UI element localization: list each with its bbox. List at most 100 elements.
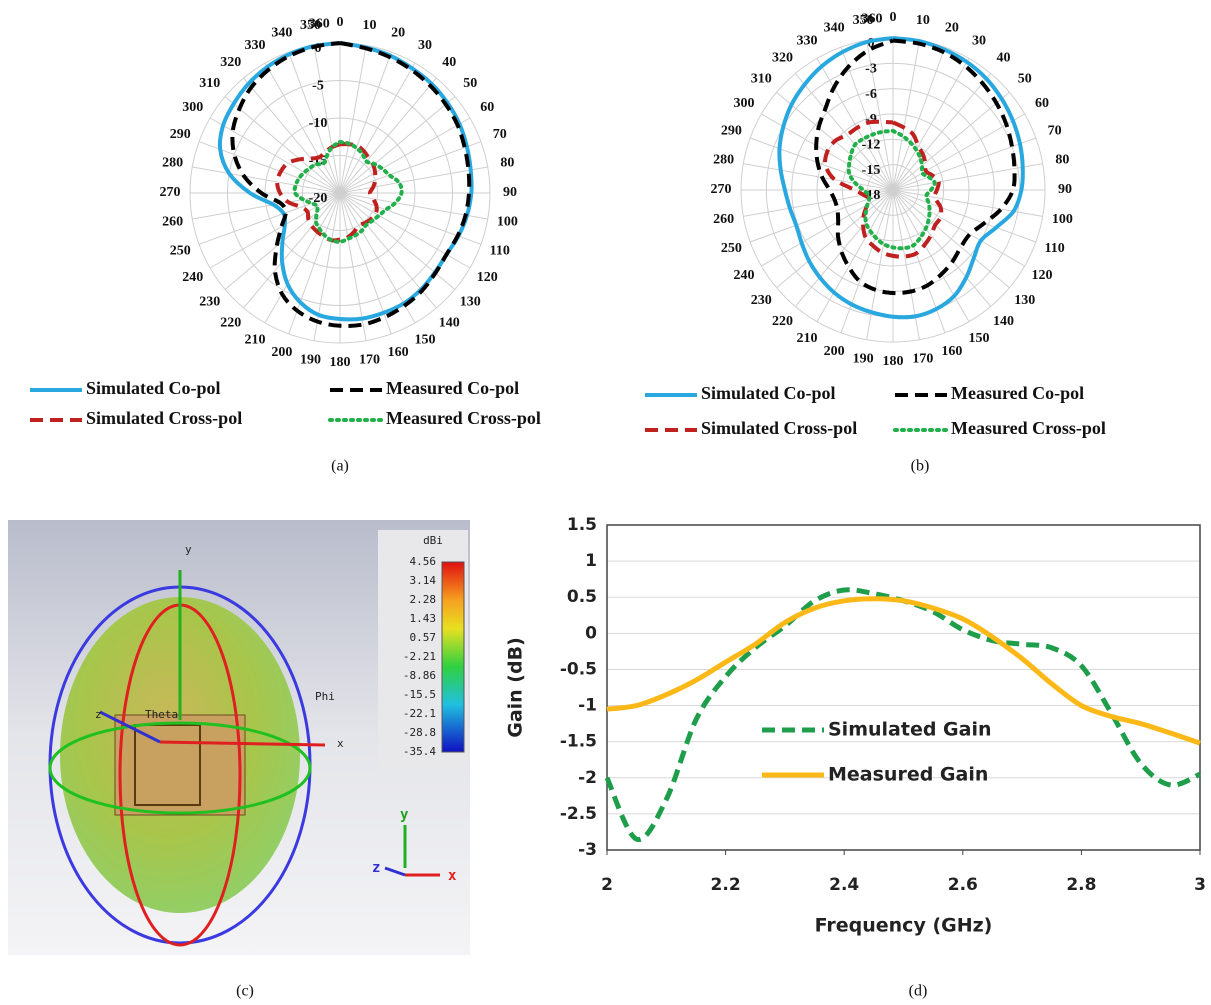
angle-label: 260 (162, 215, 183, 230)
angle-label: 170 (359, 353, 380, 368)
y-tick-label: -1 (578, 696, 597, 716)
angle-label: 60 (480, 100, 494, 115)
legend-label: Measured Co-pol (386, 378, 519, 398)
caption: (a) (331, 458, 349, 475)
panel-c: y x z Theta Phi dBi 4.563.142.281.430.57… (8, 520, 470, 1000)
angle-label: 250 (721, 241, 742, 256)
angle-label: 200 (824, 344, 845, 359)
angle-label: 70 (1048, 123, 1062, 138)
y-tick-label: -2 (578, 768, 597, 788)
axis-label: y (185, 543, 192, 556)
colorbar-label: -8.86 (403, 669, 436, 682)
angle-label: 140 (993, 314, 1014, 329)
angle-label: 0 (890, 10, 897, 25)
colorbar-label: -2.21 (403, 650, 436, 663)
y-tick-label: 0.5 (567, 587, 597, 607)
angle-label: 120 (1031, 268, 1052, 283)
r-tick-label: -3 (865, 62, 877, 77)
y-tick-label: 1 (585, 551, 597, 571)
angle-label: 40 (442, 55, 456, 70)
angle-label: 310 (199, 76, 220, 91)
y-tick-label: 0 (585, 623, 597, 643)
caption: (d) (909, 983, 928, 1000)
angle-label: 0 (337, 15, 344, 30)
angle-label: 150 (969, 331, 990, 346)
triad-label: x (448, 868, 457, 884)
angle-label: 100 (1052, 212, 1073, 227)
x-tick-label: 2 (601, 875, 613, 895)
angle-label: 210 (245, 332, 266, 347)
r-tick-label: -10 (309, 116, 328, 131)
angle-label: 300 (734, 96, 755, 111)
angle-label: 210 (797, 331, 818, 346)
legend-label: Simulated Cross-pol (701, 418, 857, 438)
angle-label: 230 (199, 294, 220, 309)
angle-label: 50 (463, 76, 477, 91)
angle-label: 150 (415, 332, 436, 347)
angle-label: 200 (271, 345, 292, 360)
y-tick-label: 1.5 (567, 515, 597, 535)
colorbar-label: 2.28 (410, 593, 437, 606)
legend-label: Measured Co-pol (951, 383, 1084, 403)
colorbar (442, 562, 464, 752)
angle-label: 360 (309, 16, 330, 31)
angle-label: 10 (916, 13, 930, 28)
angle-label: 160 (941, 344, 962, 359)
x-tick-label: 2.6 (948, 875, 978, 895)
colorbar-label: -15.5 (403, 688, 436, 701)
angle-label: 330 (797, 33, 818, 48)
angle-label: 320 (220, 55, 241, 70)
angle-label: 170 (912, 352, 933, 367)
angle-label: 240 (734, 268, 755, 283)
x-tick-label: 3 (1194, 875, 1206, 895)
angle-label: 310 (751, 72, 772, 87)
angle-label: 270 (160, 185, 181, 200)
angle-label: 130 (460, 294, 481, 309)
legend-label: Measured Gain (828, 764, 988, 786)
plot-frame (607, 525, 1200, 850)
angle-label: 90 (1058, 182, 1072, 197)
y-tick-label: -0.5 (560, 659, 597, 679)
theta-label: Theta (145, 708, 178, 721)
y-tick-label: -1.5 (560, 732, 597, 752)
legend-label: Simulated Cross-pol (86, 408, 242, 428)
angle-label: 100 (497, 215, 518, 230)
r-tick-label: -12 (862, 138, 881, 153)
angle-label: 80 (500, 156, 514, 171)
y-tick-label: -3 (578, 840, 597, 860)
angle-label: 160 (388, 345, 409, 360)
caption: (b) (911, 458, 930, 475)
angle-label: 330 (245, 38, 266, 53)
angle-label: 250 (170, 243, 191, 258)
angle-label: 90 (503, 185, 517, 200)
angle-label: 360 (862, 12, 883, 27)
colorbar-label: -22.1 (403, 707, 436, 720)
angle-label: 270 (711, 182, 732, 197)
colorbar-label: -28.8 (403, 726, 436, 739)
legend-label: Simulated Co-pol (86, 378, 221, 398)
phi-label: Phi (315, 690, 335, 703)
angle-label: 340 (824, 21, 845, 36)
x-tick-label: 2.2 (711, 875, 741, 895)
y-axis-label: Gain (dB) (505, 637, 527, 738)
triad-label: y (400, 807, 409, 823)
colorbar-label: 3.14 (410, 574, 437, 587)
angle-label: 260 (713, 212, 734, 227)
r-tick-label: -15 (862, 163, 881, 178)
angle-label: 190 (853, 352, 874, 367)
angle-label: 320 (772, 50, 793, 65)
x-tick-label: 2.4 (829, 875, 859, 895)
r-tick-label: -9 (865, 112, 877, 127)
angle-label: 300 (182, 100, 203, 115)
angle-label: 20 (945, 21, 959, 36)
axis-label: x (337, 737, 344, 750)
angle-label: 280 (713, 152, 734, 167)
x-axis-label: Frequency (GHz) (815, 915, 993, 937)
angle-label: 80 (1055, 152, 1069, 167)
angle-label: 220 (220, 315, 241, 330)
legend-label: Simulated Gain (828, 719, 992, 741)
angle-label: 180 (883, 354, 904, 369)
angle-label: 20 (391, 25, 405, 40)
r-tick-label: -6 (865, 87, 877, 102)
angle-label: 50 (1018, 72, 1032, 87)
